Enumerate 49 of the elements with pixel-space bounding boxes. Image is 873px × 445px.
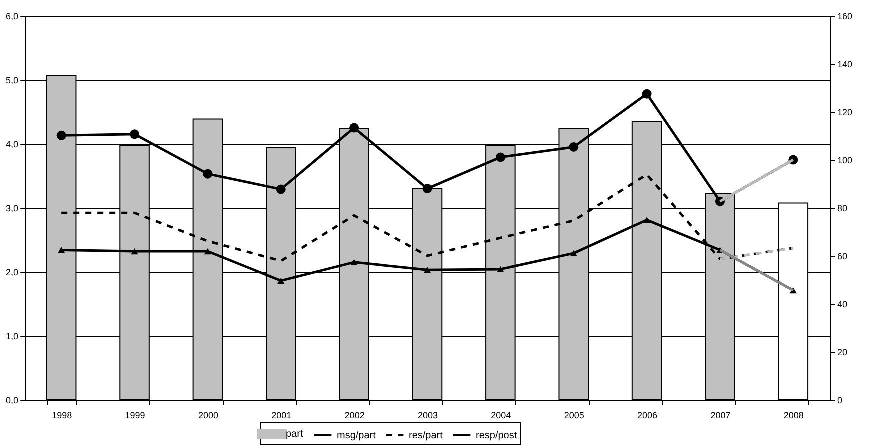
x-tick-label: 2004: [491, 410, 512, 420]
legend-label: msg/part: [337, 430, 376, 442]
y-tick-label: 0,0: [6, 396, 18, 406]
point: [570, 250, 578, 256]
point: [350, 123, 360, 133]
point: [569, 142, 579, 152]
y2-tick-label: 60: [838, 252, 848, 262]
y-tick-label: 1,0: [6, 332, 18, 342]
x-tick-label: 2006: [638, 410, 658, 420]
point: [130, 130, 140, 140]
y2-tick-label: 0: [838, 396, 843, 406]
point: [644, 217, 651, 224]
legend-label: part: [286, 429, 304, 440]
y-tick-label: 5,0: [6, 76, 18, 86]
y-tick-label: 4,0: [6, 140, 18, 150]
point: [131, 248, 138, 255]
point: [422, 184, 432, 194]
point: [276, 184, 286, 194]
x-tick-label: 2005: [564, 410, 584, 420]
y2-tick-label: 100: [838, 156, 853, 166]
point: [642, 89, 652, 99]
legend-label: res/part: [409, 430, 444, 442]
x-tick-label: 1998: [52, 410, 72, 420]
point: [58, 247, 66, 254]
y-tick-label: 2,0: [6, 268, 18, 278]
x-tick-label: 2001: [272, 410, 292, 420]
point: [278, 278, 285, 284]
point: [350, 259, 358, 266]
point: [497, 266, 504, 272]
point: [204, 248, 212, 255]
x-tick-label: 2003: [418, 410, 438, 420]
y-tick-label: 6,0: [6, 12, 18, 22]
x-tick-label: 2002: [344, 410, 365, 420]
point: [56, 130, 66, 140]
y2-tick-label: 160: [838, 12, 853, 22]
legend-label: resp/post: [476, 430, 518, 442]
y2-tick-label: 40: [838, 300, 848, 310]
x-tick-label: 2008: [784, 410, 804, 420]
y2-tick-label: 120: [838, 108, 853, 118]
y2-tick-label: 80: [838, 204, 848, 214]
y2-tick-label: 140: [838, 60, 853, 70]
y-tick-label: 3,0: [6, 204, 18, 214]
x-tick-label: 1999: [125, 410, 146, 420]
y2-tick-label: 20: [838, 348, 848, 358]
point: [203, 169, 213, 179]
point: [496, 152, 506, 162]
x-tick-label: 2000: [198, 410, 218, 420]
x-tick-label: 2007: [710, 410, 731, 420]
point: [424, 267, 432, 274]
